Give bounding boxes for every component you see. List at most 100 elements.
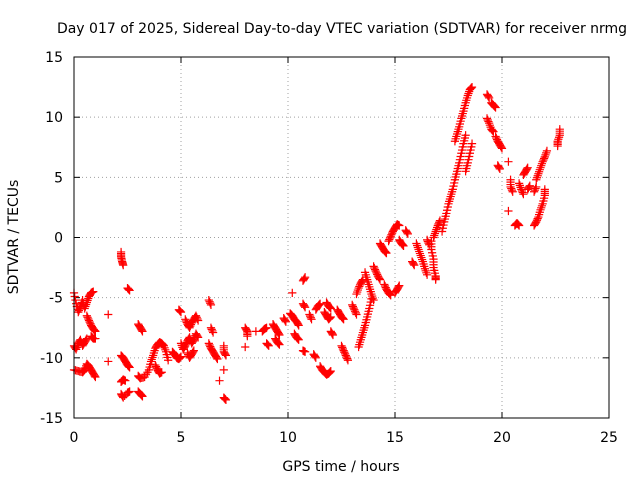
data-point bbox=[487, 125, 497, 135]
data-point bbox=[219, 365, 228, 374]
data-point bbox=[456, 152, 465, 161]
data-points bbox=[69, 82, 564, 405]
data-point bbox=[352, 310, 361, 319]
data-point bbox=[437, 227, 447, 236]
data-point bbox=[491, 132, 500, 141]
data-point bbox=[348, 302, 358, 311]
data-point bbox=[513, 219, 522, 228]
data-point bbox=[488, 126, 497, 135]
data-point bbox=[263, 340, 272, 349]
data-point bbox=[281, 317, 290, 326]
data-point bbox=[522, 164, 532, 174]
x-tick-label: 25 bbox=[600, 430, 618, 446]
data-point bbox=[241, 342, 250, 352]
data-point bbox=[205, 297, 214, 306]
data-point bbox=[181, 340, 191, 349]
data-point bbox=[204, 339, 213, 348]
data-point bbox=[339, 346, 348, 355]
data-point bbox=[489, 127, 498, 136]
data-point bbox=[337, 341, 346, 350]
data-point bbox=[490, 102, 499, 111]
data-point bbox=[484, 117, 493, 126]
data-point bbox=[83, 313, 92, 322]
data-point bbox=[124, 362, 134, 371]
data-point bbox=[483, 115, 492, 125]
data-point bbox=[294, 335, 303, 344]
data-point bbox=[326, 304, 335, 313]
chart-title: Day 017 of 2025, Sidereal Day-to-day VTE… bbox=[57, 21, 627, 37]
data-point bbox=[457, 145, 467, 155]
data-point bbox=[365, 304, 374, 313]
data-point bbox=[213, 354, 222, 364]
data-point bbox=[491, 103, 500, 112]
data-point bbox=[74, 308, 83, 317]
data-point bbox=[273, 338, 283, 348]
data-point bbox=[532, 182, 541, 192]
data-point bbox=[85, 318, 94, 327]
data-point bbox=[523, 163, 532, 172]
data-point bbox=[326, 366, 335, 376]
data-point bbox=[124, 284, 133, 293]
data-point bbox=[306, 313, 315, 322]
data-point bbox=[348, 300, 357, 309]
data-point bbox=[119, 261, 128, 270]
data-point bbox=[220, 394, 229, 403]
data-point bbox=[90, 326, 99, 335]
data-point bbox=[164, 356, 173, 365]
data-point bbox=[91, 334, 100, 343]
data-point bbox=[326, 312, 335, 322]
data-point bbox=[221, 351, 231, 360]
data-point bbox=[151, 360, 160, 370]
data-point bbox=[221, 350, 230, 359]
data-point bbox=[514, 220, 523, 229]
data-point bbox=[350, 305, 359, 314]
data-point bbox=[191, 311, 201, 320]
data-point bbox=[467, 82, 477, 92]
data-point bbox=[91, 327, 100, 336]
data-point bbox=[538, 157, 547, 166]
data-point bbox=[531, 184, 540, 193]
data-point bbox=[497, 143, 506, 152]
data-point bbox=[215, 376, 224, 385]
data-point bbox=[380, 281, 390, 291]
data-point bbox=[194, 316, 203, 325]
data-point bbox=[181, 315, 190, 324]
data-point bbox=[343, 354, 352, 363]
data-point bbox=[125, 286, 134, 295]
data-point bbox=[508, 187, 517, 196]
data-point bbox=[207, 325, 216, 334]
data-point bbox=[176, 353, 185, 362]
data-point bbox=[370, 265, 380, 274]
data-point bbox=[455, 158, 464, 167]
data-point bbox=[328, 329, 337, 338]
data-point bbox=[186, 322, 195, 331]
data-point bbox=[369, 262, 378, 271]
data-point bbox=[300, 301, 309, 311]
data-point bbox=[192, 313, 201, 322]
data-point bbox=[325, 314, 334, 323]
data-point bbox=[461, 131, 470, 140]
data-point bbox=[399, 241, 408, 251]
data-point bbox=[466, 84, 475, 93]
data-point bbox=[450, 178, 459, 188]
data-point bbox=[395, 281, 404, 290]
data-point bbox=[293, 320, 303, 329]
data-point bbox=[300, 274, 309, 283]
data-point bbox=[288, 288, 297, 297]
data-point bbox=[71, 295, 80, 305]
data-point bbox=[539, 155, 548, 165]
data-point bbox=[306, 312, 315, 321]
data-point bbox=[124, 285, 134, 294]
data-point bbox=[381, 248, 390, 257]
data-point bbox=[384, 237, 393, 246]
data-point bbox=[465, 152, 474, 161]
x-tick-label: 15 bbox=[386, 430, 404, 446]
data-point bbox=[176, 308, 186, 317]
data-point bbox=[349, 303, 358, 313]
data-point bbox=[387, 230, 396, 239]
data-point bbox=[84, 314, 93, 324]
data-point bbox=[371, 267, 380, 276]
data-point bbox=[316, 299, 325, 308]
data-point bbox=[181, 341, 190, 350]
data-point bbox=[262, 323, 271, 332]
